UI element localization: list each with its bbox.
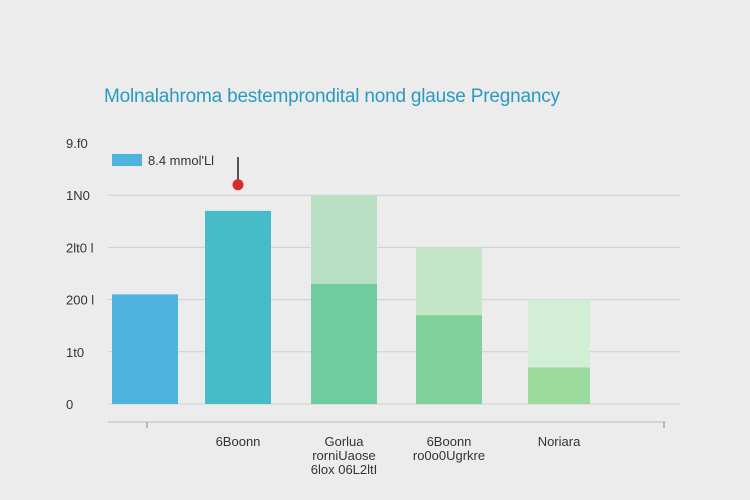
y-tick-label: 2lt0 l [66, 240, 94, 255]
legend: 8.4 mmol'Ll [112, 153, 214, 168]
x-category-label: 6Boonn [216, 434, 261, 449]
legend-label: 8.4 mmol'Ll [148, 153, 214, 168]
bar [416, 315, 482, 404]
bar [112, 294, 178, 404]
marker-dot [232, 179, 244, 191]
chart-title: Molnalahroma bestemprondital nond glause… [104, 86, 560, 107]
x-category-label: Gorlua [324, 434, 364, 449]
y-tick-label: 1t0 [66, 345, 84, 360]
gridlines [108, 194, 680, 405]
y-axis-tick-labels: 0 1t0 200 l 2lt0 l 1N0 9.f0 [66, 136, 94, 412]
y-tick-label: 1N0 [66, 188, 90, 203]
x-category-label: 6Boonn [427, 434, 472, 449]
bar [205, 210, 271, 404]
x-category-label: ro0o0Ugrkre [413, 448, 485, 463]
x-category-label: 6lox 06L2ltI [311, 462, 378, 477]
marker-pin [232, 157, 244, 191]
bar [528, 367, 590, 404]
x-category-label: Noriara [538, 434, 581, 449]
y-tick-label: 200 l [66, 293, 94, 308]
bar [311, 283, 377, 404]
x-axis [108, 421, 666, 428]
x-category-label: rorniUaose [312, 448, 376, 463]
y-tick-label: 9.f0 [66, 136, 88, 151]
bars [112, 195, 590, 404]
y-tick-label: 0 [66, 397, 73, 412]
legend-swatch [112, 154, 142, 166]
